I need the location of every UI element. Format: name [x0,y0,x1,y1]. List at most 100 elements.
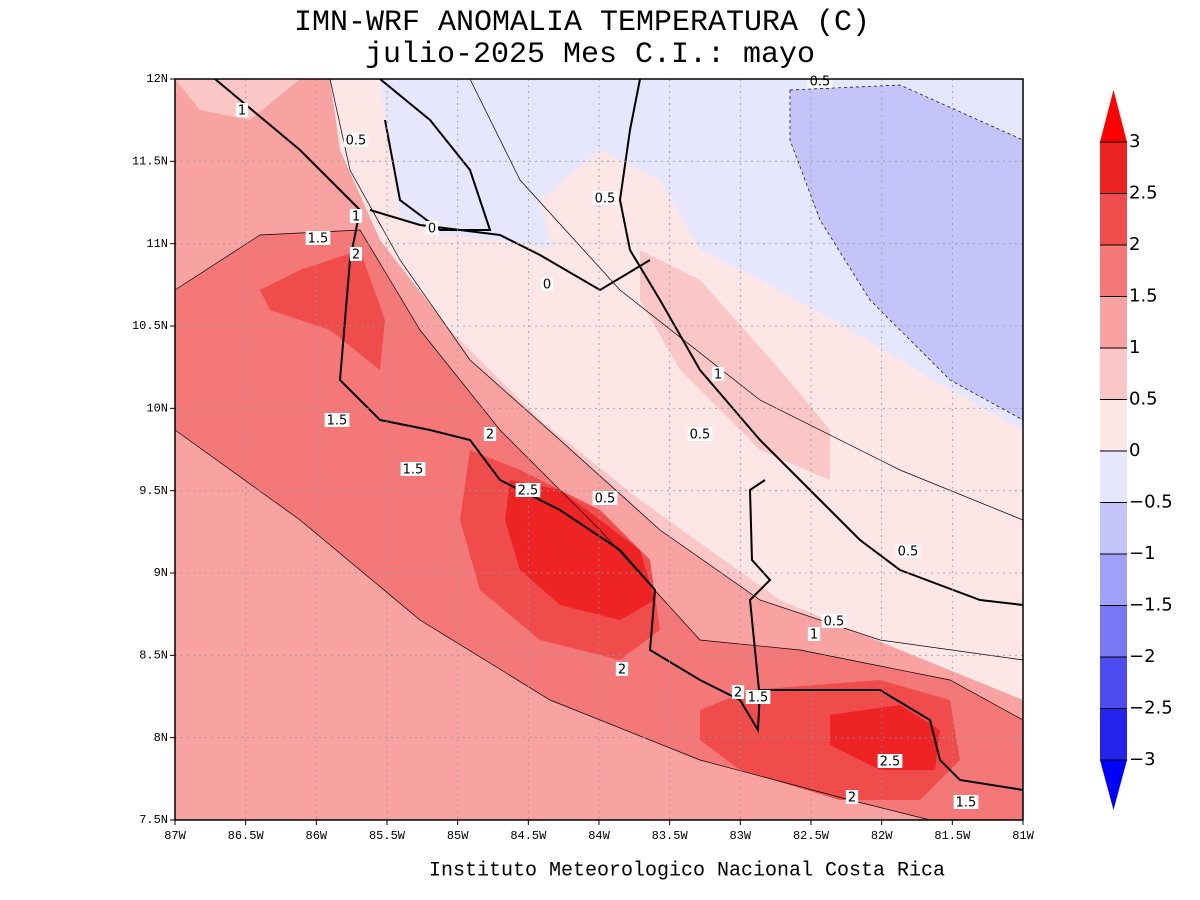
label-box [343,133,369,147]
x-tick-label: 82.5W [793,829,830,843]
colorbar-swatch [1100,708,1127,760]
y-tick-label: 11N [146,237,168,251]
x-tick-label: 87W [164,829,186,843]
label-box [731,685,745,699]
contour-label: 1.5 [956,796,977,811]
x-tick-label: 86W [306,829,328,843]
label-box [540,277,554,291]
contour-label: 0.5 [810,75,831,90]
contour-label: 2.5 [880,755,901,770]
contour-label: 0.5 [824,615,845,630]
contour-label: 0.5 [595,492,616,507]
contour-label: 0 [428,222,436,237]
x-tick-label: 82W [871,829,893,843]
label-box [895,544,921,558]
field [640,250,830,480]
contour-label: 0 [543,278,551,293]
isoline [789,84,1023,421]
border [748,479,772,701]
label-box [687,427,713,441]
label-box [711,367,725,381]
colorbar-label: −0.5 [1129,492,1173,513]
contour-label: 0.5 [346,134,367,149]
label-box [425,221,439,235]
label-box [349,209,363,223]
contour-label: 1 [714,368,722,383]
colorbar-swatch [1100,502,1127,554]
x-tick-label: 84W [588,829,610,843]
y-tick-label: 8N [154,731,168,745]
label-box [305,231,331,245]
frame [174,78,1024,821]
colorbar-swatch [1100,348,1127,400]
x-tick-label: 85W [447,829,469,843]
label-box [235,103,249,117]
colorbar-label: 0 [1129,440,1140,461]
field [175,740,300,820]
colorbar-label: −1.5 [1129,595,1173,616]
y-tick-label: 8.5N [139,649,168,663]
y-tick-label: 12N [146,72,168,86]
x-tick-label: 83.5W [652,829,689,843]
contour-label: 0.5 [898,545,919,560]
colorbar-swatch [1100,657,1127,709]
border [369,209,651,292]
y-tick-label: 9.5N [139,484,168,498]
label-box [821,614,847,628]
contour-label: 2 [486,428,494,443]
label-box [324,413,350,427]
coastline [214,79,1023,791]
contour-label: 1 [238,104,246,119]
field [175,230,1023,820]
colorbar-arrow [1100,90,1127,142]
colorbar-label: 2 [1129,234,1140,255]
field [175,79,300,120]
field [540,150,1023,520]
contour-label: 0.5 [690,428,711,443]
y-tick-label: 10N [146,402,168,416]
colorbar-label: −3 [1129,749,1156,770]
contour-label: 2.5 [518,484,539,499]
contour-label: 2 [734,686,742,701]
colorbar-swatch [1100,193,1127,245]
contour-label: 1.5 [403,463,424,478]
label-box [592,491,618,505]
y-tick-label: 11.5N [132,155,168,169]
colorbar-label: 3 [1129,131,1140,152]
label-box [807,74,833,88]
colorbar-swatch [1100,451,1127,503]
contour-label: 1.5 [748,691,769,706]
contour-label: 1 [810,628,818,643]
x-tick-label: 85.5W [369,829,406,843]
isoline [469,79,1023,521]
colorbar-label: 0.5 [1129,389,1158,410]
colorbar-label: −2 [1129,646,1156,667]
grid: 87W 86.5W 86W 85.5W 85W 84.5W 84W 83.5W 83W 82.5W… [132,72,1035,843]
colorbar-label: −2.5 [1129,698,1173,719]
label-box [349,247,363,261]
y-tick-label: 7.5N [139,813,168,827]
label-box [807,627,821,641]
field [790,85,1023,420]
colorbar-label: 1.5 [1129,286,1158,307]
colorbar-label: 2.5 [1129,183,1158,204]
colorbar-label: 1 [1129,337,1140,358]
label-box [615,662,629,676]
colorbar-swatch [1100,142,1127,194]
label-box [845,790,859,804]
contour-labels: 1 0.5 1 1.5 0 2 0 0.5 1 0.5 2 1.5 1.5 2.5 0.5 0.5 0.5 1 2 2… [235,74,979,811]
footer: Instituto Meteorologico Nacional Costa R… [429,859,945,882]
coastline [379,79,492,231]
colorbar-swatch [1100,296,1127,348]
label-box [953,795,979,809]
colorbar-swatch [1100,245,1127,297]
colorbar-swatch [1100,554,1127,606]
y-tick-label: 9N [154,566,168,580]
contour-label: 2 [352,248,360,263]
subtitle: julio-2025 Mes C.I.: mayo [365,38,815,72]
contour-label: 1.5 [327,414,348,429]
coastline [618,79,1023,606]
x-tick-label: 83W [730,829,752,843]
label-box [400,462,426,476]
